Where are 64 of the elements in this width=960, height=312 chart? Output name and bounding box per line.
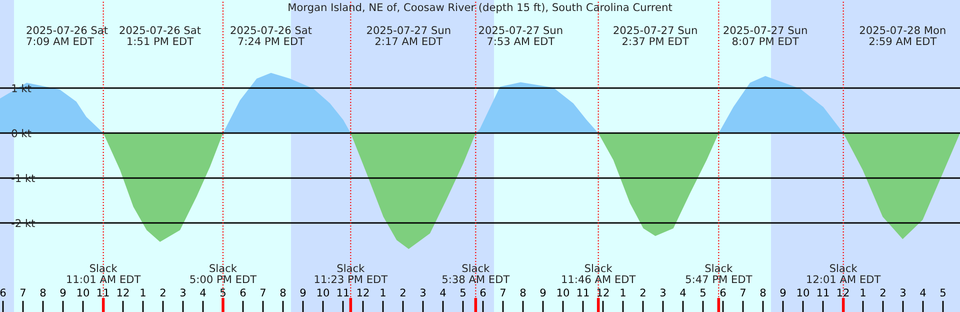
- x-tick-label: 6: [720, 288, 726, 297]
- ref-line-label: Slack 5:00 PM EDT: [190, 264, 257, 284]
- x-tick-label: 9: [540, 288, 546, 297]
- x-tick-label: 7: [260, 288, 266, 296]
- x-tick-label: 4: [440, 288, 446, 296]
- x-tick-label: 6: [0, 288, 6, 297]
- x-tick-label: 1: [860, 288, 866, 296]
- x2-tick-label: 2025-07-27 Sun 8:07 PM EDT: [724, 26, 807, 46]
- x-tick-label: 8: [520, 288, 526, 297]
- x-tick-label: 2: [160, 288, 166, 296]
- ref-line-label: Slack 11:46 AM EDT: [562, 264, 636, 284]
- x-tick-label: 3: [660, 288, 666, 297]
- x-tick-label: 12: [597, 288, 609, 296]
- x-tick-label: 8: [280, 288, 286, 297]
- x-tick-label: 9: [300, 288, 306, 297]
- x-tick-label: 9: [60, 288, 66, 297]
- x-tick-label: 4: [680, 288, 686, 296]
- x2-tick-label: 2025-07-26 Sat 7:09 AM EDT: [26, 26, 108, 46]
- x-tick-label: 11: [337, 288, 349, 296]
- x-tick-label: 11: [577, 288, 589, 296]
- x-tick-label: 10: [557, 288, 570, 297]
- x-tick-label: 2: [640, 288, 646, 296]
- x-tick-label: 6: [480, 288, 486, 297]
- x-tick-label: 10: [77, 288, 90, 297]
- ref-line-label: Slack 11:23 PM EDT: [314, 264, 388, 284]
- x-tick-label: 7: [20, 288, 26, 296]
- x2-tick-label: 2025-07-27 Sun 2:37 PM EDT: [614, 26, 697, 46]
- x-tick-label: 10: [797, 288, 810, 297]
- x-tick-label: 3: [900, 288, 906, 297]
- x-tick-label: 3: [420, 288, 426, 297]
- x2-tick-label: 2025-07-28 Mon 2:59 AM EDT: [860, 26, 946, 46]
- x-tick-label: 12: [837, 288, 849, 296]
- x2-tick-label: 2025-07-27 Sun 2:17 AM EDT: [367, 26, 450, 46]
- x-tick-label: 8: [760, 288, 766, 297]
- x2-tick-label: 2025-07-27 Sun 7:53 AM EDT: [479, 26, 562, 46]
- x-tick-label: 11: [97, 288, 109, 296]
- x-tick-label: 2: [880, 288, 886, 296]
- ref-line-label: Slack 12:01 AM EDT: [807, 264, 881, 284]
- x-tick-label: 3: [180, 288, 186, 297]
- x-tick-label: 7: [740, 288, 746, 296]
- x-tick-label: 8: [40, 288, 46, 297]
- x-tick-label: 1: [140, 288, 146, 296]
- chart-title: Morgan Island, NE of, Coosaw River (depth 15 ft), South Carolina Current: [288, 3, 672, 14]
- ref-line-label: Slack 5:38 AM EDT: [442, 264, 510, 284]
- x-tick-label: 5: [220, 288, 226, 297]
- ref-line-label: Slack 5:47 PM EDT: [686, 264, 752, 284]
- x-tick-label: 5: [700, 288, 706, 297]
- x-tick-label: 12: [117, 288, 129, 296]
- x-tick-label: 10: [317, 288, 330, 297]
- x-tick-label: 2: [400, 288, 406, 296]
- x-tick-label: 4: [200, 288, 206, 296]
- x-tick-label: 5: [460, 288, 466, 297]
- x-tick-label: 6: [240, 288, 246, 297]
- x-tick-label: 9: [780, 288, 786, 297]
- x-tick-label: 1: [620, 288, 626, 296]
- x2-tick-label: 2025-07-26 Sat 1:51 PM EDT: [120, 26, 201, 46]
- x-tick-label: 12: [357, 288, 369, 296]
- x2-tick-label: 2025-07-26 Sat 7:24 PM EDT: [230, 26, 312, 46]
- x-tick-label: 11: [817, 288, 829, 296]
- x-tick-label: 4: [920, 288, 926, 296]
- x-tick-label: 5: [940, 288, 946, 297]
- x-tick-label: 7: [500, 288, 506, 296]
- x-tick-label: 1: [380, 288, 386, 296]
- ref-line-label: Slack 11:01 AM EDT: [67, 264, 141, 284]
